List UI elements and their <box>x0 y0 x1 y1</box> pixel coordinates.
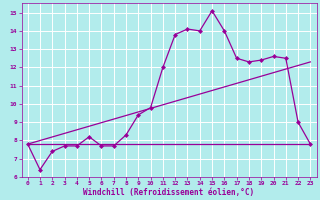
X-axis label: Windchill (Refroidissement éolien,°C): Windchill (Refroidissement éolien,°C) <box>84 188 255 197</box>
